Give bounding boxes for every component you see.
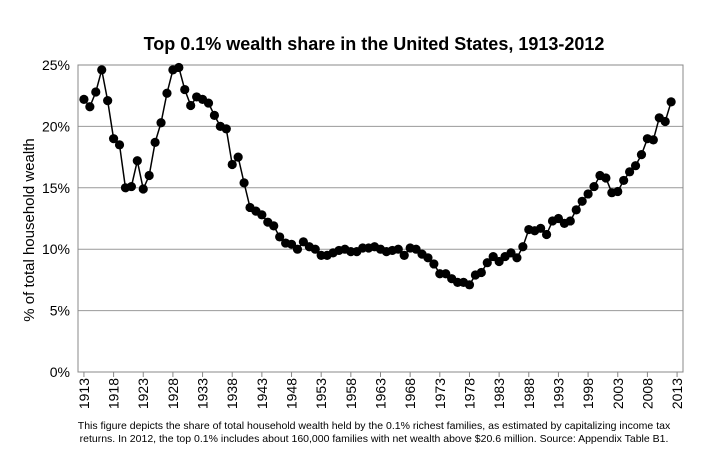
x-tick-label: 1933 — [195, 378, 211, 409]
plot-border — [77, 64, 684, 373]
footnote: This figure depicts the share of total h… — [78, 420, 671, 432]
x-tick-label: 1963 — [373, 378, 389, 409]
marker — [126, 181, 136, 192]
marker — [583, 189, 593, 199]
marker — [393, 244, 403, 254]
x-tick-label: 1923 — [135, 378, 151, 409]
x-tick-label: 2003 — [610, 378, 626, 409]
marker — [571, 205, 581, 215]
marker — [518, 242, 528, 252]
x-tick-label: 1938 — [224, 378, 240, 409]
marker — [589, 181, 599, 192]
y-tick-label: 25% — [42, 57, 70, 73]
marker — [625, 167, 635, 177]
marker — [233, 152, 243, 162]
marker — [429, 259, 439, 269]
y-tick-label: 20% — [42, 118, 70, 134]
marker — [156, 118, 166, 128]
marker — [541, 229, 552, 240]
marker — [310, 244, 320, 254]
marker — [660, 116, 670, 127]
marker — [91, 87, 101, 97]
marker — [464, 280, 475, 290]
marker — [619, 175, 629, 186]
marker — [476, 267, 486, 278]
marker — [269, 221, 279, 231]
x-tick-label: 1968 — [402, 378, 418, 409]
marker — [275, 232, 285, 242]
x-tick-label: 1943 — [254, 378, 270, 409]
x-tick-label: 1998 — [580, 378, 596, 409]
x-tick-label: 1958 — [343, 378, 359, 409]
marker — [162, 88, 172, 98]
marker — [180, 84, 190, 95]
marker — [85, 102, 95, 112]
marker — [132, 156, 142, 166]
marker — [203, 98, 214, 108]
x-tick-label: 2008 — [639, 378, 655, 409]
x-tick-label: 1988 — [521, 378, 537, 409]
x-tick-label: 1983 — [491, 378, 507, 409]
marker — [239, 178, 249, 188]
marker — [257, 210, 267, 220]
marker — [108, 134, 119, 144]
marker — [227, 159, 237, 170]
chart-title: Top 0.1% wealth share in the United Stat… — [144, 34, 605, 54]
x-tick-label: 1928 — [165, 378, 181, 409]
x-tick-label: 1978 — [461, 378, 477, 409]
marker — [636, 150, 647, 160]
y-tick-label: 5% — [50, 303, 70, 319]
marker — [150, 137, 160, 147]
y-tick-label: 15% — [42, 180, 70, 196]
x-tick-label: 1948 — [284, 378, 300, 409]
marker — [174, 62, 184, 73]
marker — [209, 110, 220, 120]
marker — [221, 124, 231, 134]
marker — [138, 184, 148, 194]
x-tick-label: 1953 — [313, 378, 329, 409]
marker — [399, 250, 409, 260]
x-tick-label: 1973 — [432, 378, 448, 409]
footnote: returns. In 2012, the top 0.1% includes … — [80, 433, 669, 445]
marker — [613, 186, 623, 197]
marker — [423, 253, 433, 263]
marker — [144, 170, 154, 181]
marker — [103, 96, 113, 106]
y-tick-label: 0% — [50, 364, 70, 380]
marker — [577, 196, 587, 206]
marker — [114, 140, 125, 150]
marker — [482, 258, 492, 268]
marker — [666, 97, 676, 107]
x-tick-label: 1993 — [550, 378, 566, 409]
marker — [565, 216, 575, 226]
marker — [97, 65, 107, 75]
x-tick-label: 2013 — [669, 378, 685, 409]
marker — [512, 253, 522, 263]
marker — [79, 94, 89, 104]
marker — [186, 100, 196, 111]
x-tick-label: 1913 — [76, 378, 92, 409]
marker — [292, 244, 303, 254]
y-axis-label: % of total household wealth — [21, 138, 38, 321]
marker — [648, 135, 658, 145]
y-tick-label: 10% — [42, 241, 70, 257]
marker — [601, 173, 611, 183]
x-tick-label: 1918 — [106, 378, 122, 409]
marker — [536, 223, 546, 233]
marker — [630, 161, 641, 171]
